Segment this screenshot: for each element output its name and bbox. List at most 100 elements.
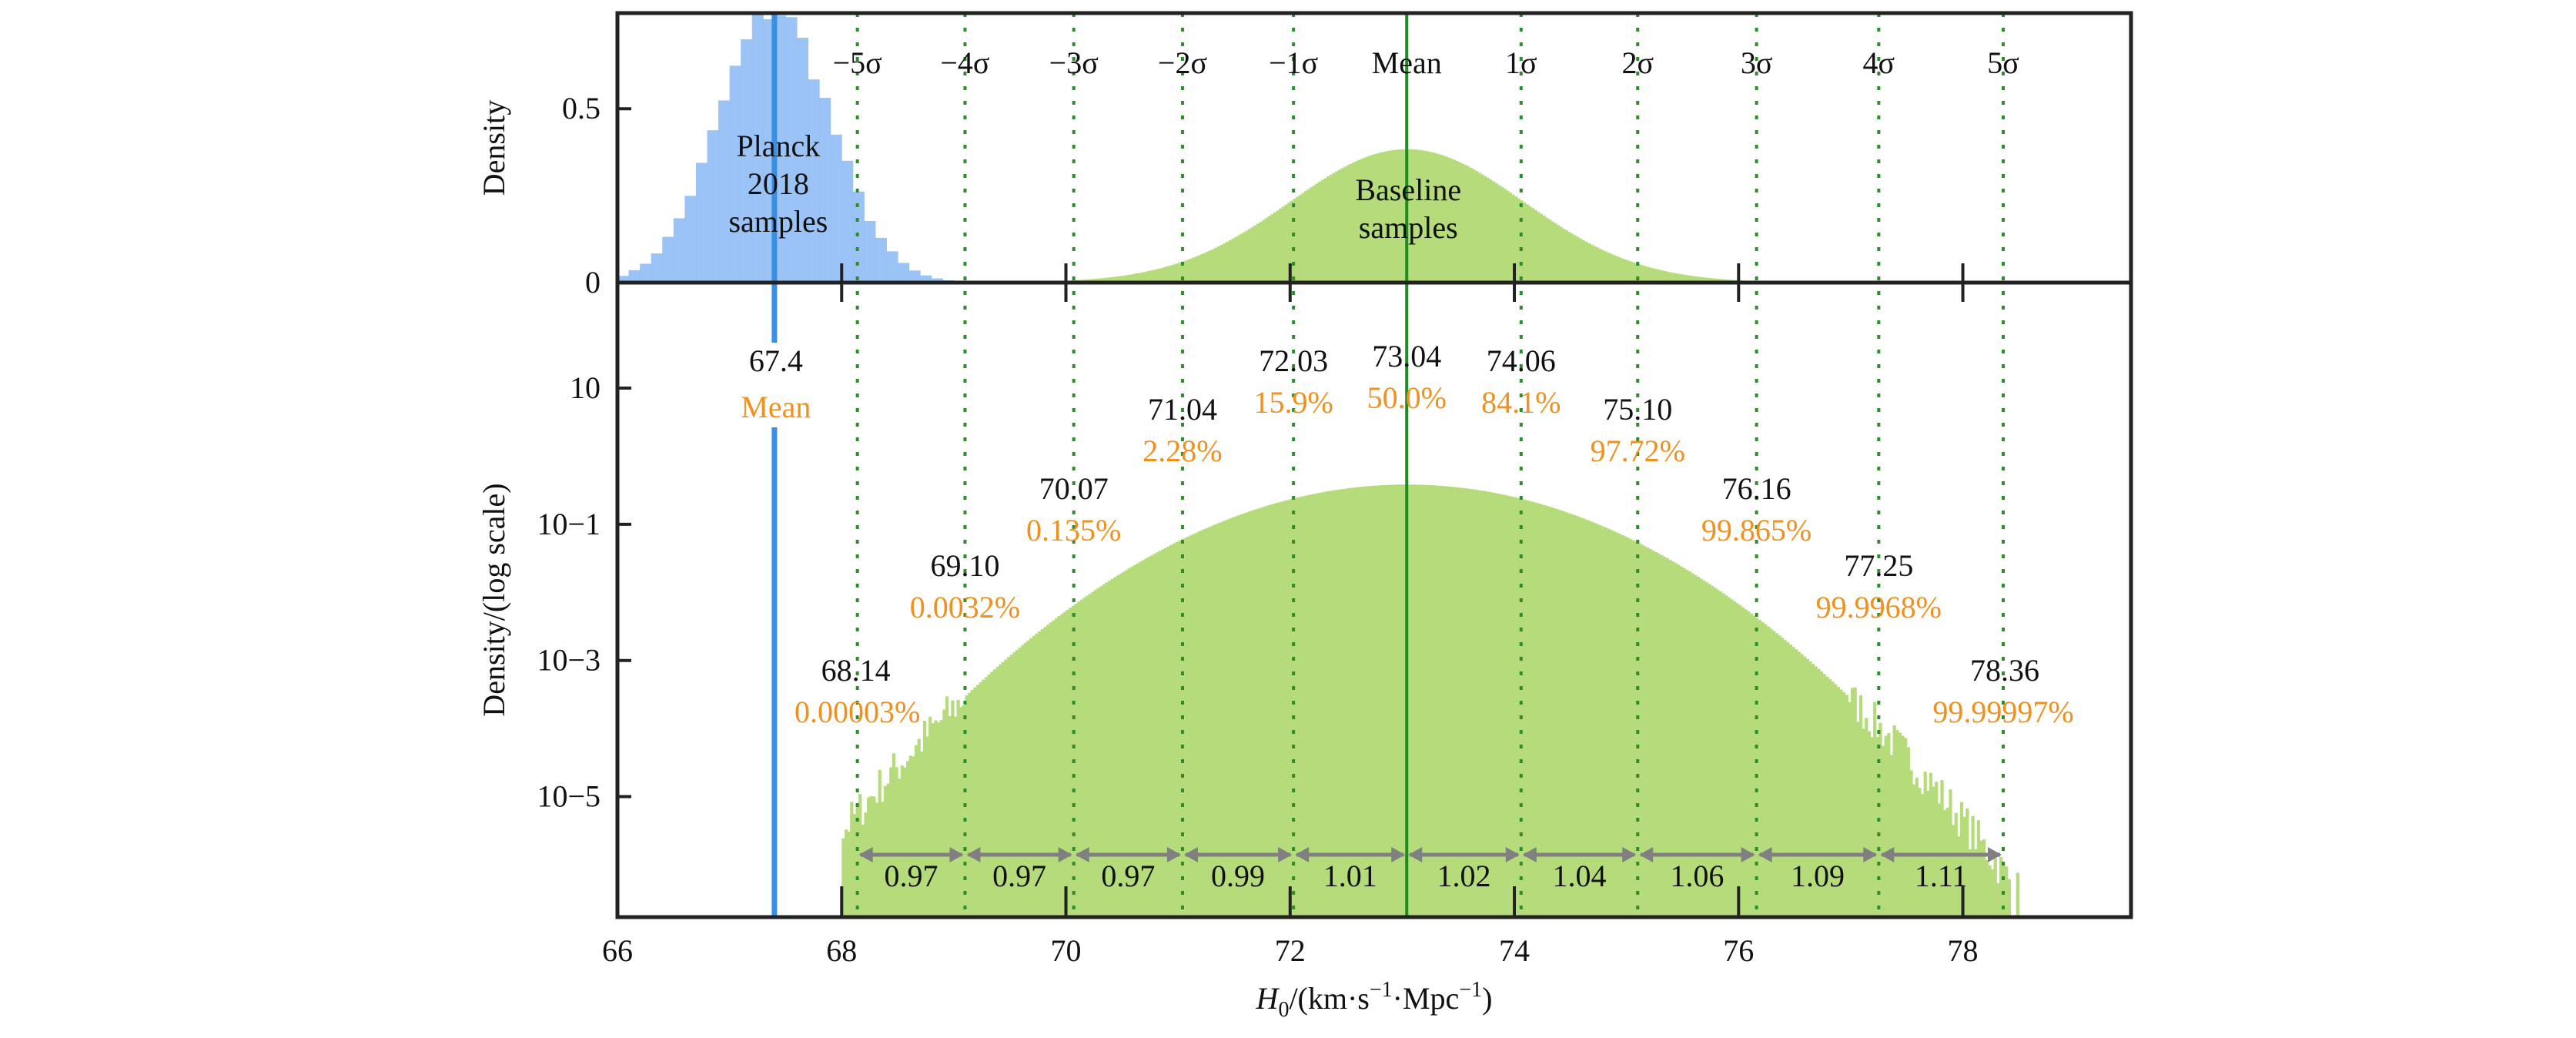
baseline-histogram-bar-top — [1323, 178, 1327, 283]
baseline-histogram-bar — [1587, 520, 1591, 917]
sigma-value-label: 76.16 — [1722, 471, 1791, 506]
baseline-histogram-bar — [1380, 485, 1383, 917]
planck-histogram-bar — [830, 134, 842, 283]
baseline-histogram-bar — [1657, 553, 1661, 917]
log-y-tick-label: 10−5 — [537, 779, 601, 814]
baseline-histogram-bar — [1458, 487, 1462, 917]
baseline-histogram-bar — [1096, 588, 1100, 917]
spacing-label: 0.97 — [1101, 859, 1155, 893]
baseline-histogram-bar — [1491, 492, 1496, 917]
baseline-histogram-bar — [962, 705, 966, 917]
baseline-histogram-bar — [1452, 487, 1457, 917]
arrow-head-right-icon — [1987, 847, 2002, 862]
baseline-histogram-bar — [1040, 629, 1044, 917]
baseline-histogram-bar-top — [1298, 195, 1302, 283]
spacing-label: 1.04 — [1553, 859, 1607, 893]
baseline-histogram-bar-top — [1242, 232, 1246, 283]
baseline-histogram-bar-top — [1410, 149, 1414, 283]
baseline-histogram-bar — [898, 778, 902, 917]
baseline-histogram-bar — [1584, 519, 1588, 917]
baseline-histogram-bar — [1819, 671, 1824, 917]
baseline-histogram-bar — [1082, 598, 1086, 917]
baseline-histogram-bar — [1303, 495, 1308, 917]
percentile-label: 2.28% — [1142, 434, 1222, 468]
baseline-histogram-bar-top — [1310, 187, 1313, 283]
planck-histogram-bar — [684, 196, 697, 283]
baseline-histogram-bar — [1979, 840, 1983, 917]
baseline-histogram-bar — [1561, 511, 1566, 917]
baseline-histogram-bar-top — [1315, 183, 1319, 283]
baseline-histogram-bar — [1113, 577, 1117, 917]
spacing-label: 1.02 — [1437, 859, 1491, 893]
sigma-label: −2σ — [1158, 45, 1207, 80]
baseline-histogram-bar — [1450, 487, 1454, 917]
baseline-histogram-bar — [1153, 554, 1156, 917]
baseline-histogram-bar-top — [1654, 269, 1658, 283]
baseline-histogram-bar-top — [1382, 152, 1387, 283]
baseline-histogram-bar-top — [1351, 162, 1356, 283]
baseline-histogram-bar — [1788, 645, 1793, 917]
baseline-histogram-bar — [1685, 569, 1689, 917]
baseline-histogram-bar — [850, 802, 854, 917]
baseline-histogram-bar — [1363, 486, 1367, 917]
baseline-histogram-bar — [1172, 543, 1176, 917]
baseline-histogram-bar-top — [1219, 244, 1223, 283]
baseline-histogram-bar — [1214, 524, 1218, 917]
baseline-histogram-bar-top — [1674, 273, 1678, 283]
baseline-histogram-bar — [1836, 687, 1840, 917]
baseline-histogram-bar — [1786, 642, 1790, 917]
baseline-histogram-bar-top — [1153, 270, 1156, 283]
baseline-histogram-bar — [1141, 560, 1146, 917]
baseline-histogram-bar — [1062, 611, 1067, 917]
sigma-value-label: 68.14 — [821, 653, 891, 688]
baseline-histogram-bar — [1467, 488, 1470, 917]
x-tick-label: 68 — [826, 933, 857, 968]
baseline-histogram-bar-top — [1489, 179, 1493, 283]
baseline-histogram-bar — [1993, 858, 1997, 917]
baseline-histogram-bar-top — [1236, 235, 1240, 283]
baseline-histogram-bar-top — [1366, 156, 1370, 283]
baseline-histogram-bar — [1522, 499, 1527, 917]
baseline-histogram-bar — [1077, 601, 1081, 917]
baseline-histogram-bar — [1245, 512, 1249, 917]
baseline-histogram-bar — [1393, 484, 1397, 917]
baseline-histogram-bar — [1267, 505, 1271, 917]
baseline-histogram-bar-top — [1180, 261, 1185, 283]
baseline-histogram-bar — [1416, 484, 1420, 917]
planck-histogram-bar — [628, 270, 641, 283]
sigma-label: −1σ — [1269, 45, 1318, 80]
baseline-histogram-bar — [1480, 491, 1484, 917]
baseline-histogram-bar-top — [1691, 276, 1694, 283]
baseline-histogram-bar — [1783, 640, 1787, 917]
baseline-histogram-bar — [1694, 574, 1698, 917]
baseline-histogram-bar — [1898, 732, 1902, 917]
baseline-histogram-bar — [1730, 599, 1734, 917]
baseline-histogram-bar-top — [1239, 233, 1243, 283]
baseline-histogram-bar-top — [1607, 253, 1611, 283]
baseline-histogram-bar — [1354, 487, 1358, 917]
baseline-histogram-bar — [1119, 573, 1122, 917]
x-tick-label: 70 — [1051, 933, 1082, 968]
baseline-histogram-bar — [1029, 638, 1033, 917]
baseline-histogram-bar — [1116, 575, 1120, 917]
baseline-histogram-bar — [1581, 518, 1585, 917]
baseline-histogram-bar — [984, 677, 989, 917]
baseline-histogram-bar — [1738, 605, 1742, 917]
baseline-histogram-bar — [1248, 511, 1252, 917]
baseline-histogram-bar-top — [1713, 278, 1717, 283]
baseline-histogram-bar — [861, 824, 865, 917]
baseline-histogram-bar — [1999, 856, 2003, 917]
baseline-histogram-bar — [1279, 501, 1283, 917]
baseline-histogram-bar — [1607, 528, 1611, 917]
baseline-histogram-bar — [1834, 684, 1838, 917]
baseline-histogram-bar — [1929, 772, 1933, 917]
baseline-histogram-bar — [844, 829, 848, 917]
percentile-label: 0.0032% — [910, 590, 1020, 624]
planck-histogram-bar — [898, 263, 910, 283]
baseline-histogram-bar — [1881, 745, 1885, 917]
baseline-histogram-bar — [1223, 521, 1226, 917]
planck-series-label: Planck — [736, 129, 820, 163]
baseline-histogram-bar — [1430, 485, 1434, 917]
baseline-histogram-bar — [917, 738, 921, 917]
baseline-histogram-bar-top — [1497, 185, 1501, 283]
